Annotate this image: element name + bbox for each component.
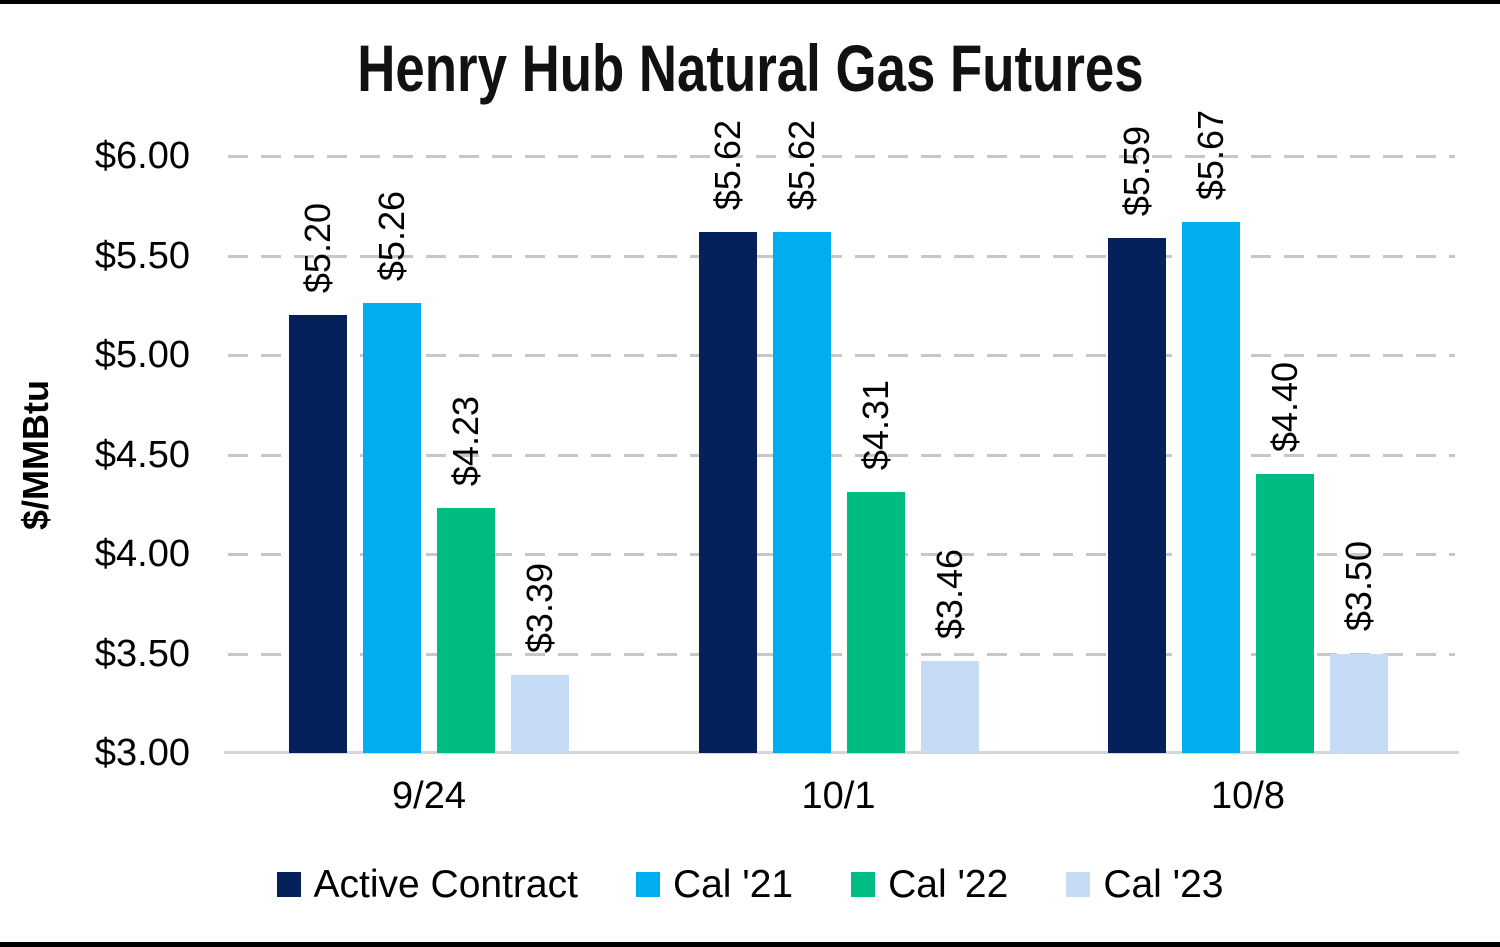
bar-data-label: $5.67 (1190, 109, 1231, 200)
bar-cal-23-10-8 (1330, 653, 1388, 753)
gridline (228, 254, 1455, 258)
bar-active-contract-9-24 (289, 315, 347, 753)
title-row: Henry Hub Natural Gas Futures (0, 31, 1500, 105)
bar-cal-22-10-1 (846, 492, 905, 753)
legend-label: Cal '21 (672, 862, 794, 906)
bar-data-label: $4.23 (445, 396, 486, 487)
bar-data-label: $4.31 (854, 380, 896, 471)
gridline (228, 553, 1455, 556)
bar-active-contract-10-8 (1108, 237, 1166, 753)
y-tick-label: $4.00 (94, 533, 190, 575)
legend-label: Cal '22 (888, 862, 1009, 906)
gridline (228, 354, 1455, 357)
legend-item-cal-23: Cal '23 (1066, 862, 1224, 906)
y-tick-label: $5.50 (94, 234, 190, 277)
bar-data-label: $5.59 (1116, 125, 1157, 216)
bar-data-label: $3.39 (519, 563, 560, 654)
x-axis-label-9-24: 9/24 (392, 775, 466, 817)
bar-cal-21-9-24 (363, 303, 421, 753)
gridline (228, 652, 1455, 656)
legend-swatch-icon (1066, 871, 1091, 897)
gridline (228, 453, 1455, 457)
bar-data-label: $5.62 (780, 119, 822, 210)
bar-data-label: $3.50 (1338, 541, 1379, 632)
legend-label: Active Contract (313, 862, 578, 906)
y-tick-label: $6.00 (94, 135, 190, 177)
plot-area: $5.20 $5.26 $4.23 $3.39 $5.62 $5.62 $4.31 $3.46… (224, 110, 1459, 754)
y-tick-label: $3.50 (94, 632, 190, 675)
y-tick-label: $5.00 (94, 334, 190, 376)
top-border-line (0, 0, 1500, 4)
bar-cal-21-10-1 (772, 231, 831, 753)
x-axis-line (224, 751, 1459, 754)
bar-data-label: $5.62 (706, 119, 748, 210)
y-tick-label: $3.00 (94, 732, 190, 774)
x-axis-label-10-8: 10/8 (1211, 775, 1285, 817)
bar-cal-22-10-8 (1256, 474, 1314, 753)
bar-data-label: $5.26 (371, 191, 412, 282)
bar-cal-23-9-24 (511, 675, 569, 753)
legend-label: Cal '23 (1103, 862, 1224, 906)
bar-data-label: $4.40 (1264, 362, 1305, 453)
legend-item-cal-21: Cal '21 (635, 862, 794, 906)
legend-item-cal-22: Cal '22 (851, 865, 1008, 904)
bottom-border-line (0, 942, 1500, 947)
legend-swatch-icon (276, 871, 301, 897)
bar-data-label: $5.20 (297, 203, 338, 294)
legend-swatch-icon (635, 871, 660, 897)
bar-cal-22-9-24 (437, 508, 495, 753)
chart-title: Henry Hub Natural Gas Futures (356, 31, 1144, 105)
legend: Active Contract Cal '21 Cal '22 Cal '23 (0, 856, 1500, 912)
bar-active-contract-10-1 (698, 231, 757, 753)
bar-cal-23-10-1 (920, 661, 979, 753)
y-tick-label: $4.50 (94, 433, 190, 476)
legend-swatch-icon (851, 871, 876, 897)
legend-item-active-contract: Active Contract (276, 862, 578, 906)
bar-data-label: $3.46 (928, 549, 970, 640)
gridline (228, 155, 1455, 158)
bar-cal-21-10-8 (1182, 221, 1240, 753)
x-axis-label-10-1: 10/1 (801, 775, 876, 817)
